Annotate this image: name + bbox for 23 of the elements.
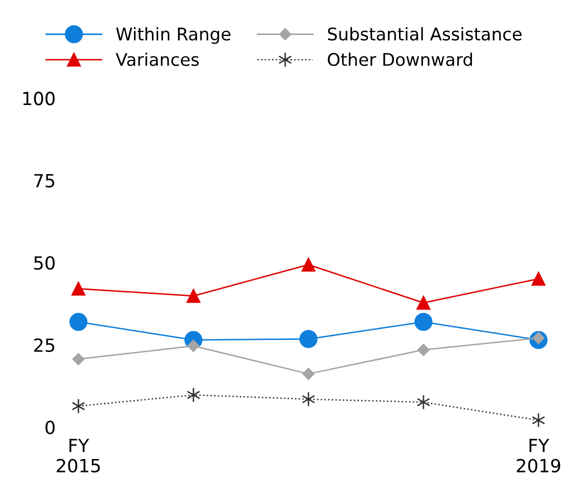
legend-label: Within Range — [116, 27, 230, 44]
point — [299, 330, 318, 348]
x-tick-label: FY 2019 — [516, 438, 560, 472]
y-tick-label: 0 — [46, 420, 55, 434]
x-tick-label: FY 2015 — [56, 438, 100, 472]
legend-label: Other Downward — [328, 52, 472, 66]
point — [414, 312, 432, 331]
point — [69, 312, 88, 331]
point — [72, 352, 85, 366]
point — [302, 368, 315, 380]
point — [416, 296, 430, 310]
legend-label: Substantial Assistance — [328, 27, 522, 41]
y-tick-label: 25 — [34, 338, 54, 352]
point — [72, 398, 86, 414]
point — [417, 344, 430, 356]
point — [532, 272, 546, 286]
y-tick-label: 75 — [34, 174, 54, 188]
legend-label: Variances — [116, 52, 199, 66]
y-tick-label: 50 — [34, 256, 55, 270]
y-tick-label: 100 — [23, 92, 55, 106]
point — [302, 258, 316, 272]
point — [71, 282, 86, 296]
point — [186, 288, 200, 303]
